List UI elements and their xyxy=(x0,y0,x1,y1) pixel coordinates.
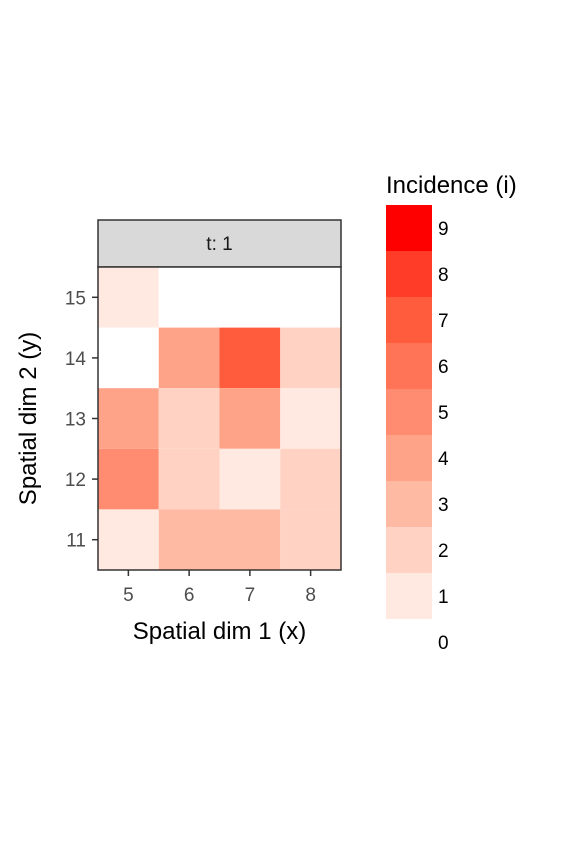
heatmap-cell xyxy=(158,327,220,389)
legend-title: Incidence (i) xyxy=(386,172,517,199)
legend-label: 3 xyxy=(438,495,449,516)
y-axis-title: Spatial dim 2 (y) xyxy=(15,332,42,505)
heatmap-cell xyxy=(280,388,341,449)
x-tick-label: 6 xyxy=(184,585,195,606)
legend-key xyxy=(386,389,432,435)
heatmap-cell xyxy=(219,267,281,328)
x-tick-label: 8 xyxy=(305,585,316,606)
facet-strip xyxy=(97,219,342,268)
legend-key xyxy=(386,527,432,573)
heatmap-cell xyxy=(98,388,159,449)
heatmap-cell xyxy=(280,327,341,389)
y-tick-label: 13 xyxy=(65,410,86,431)
heatmap-cell xyxy=(219,448,281,510)
x-axis-title: Spatial dim 1 (x) xyxy=(133,618,306,645)
legend-label: 0 xyxy=(438,633,449,654)
heatmap-cell xyxy=(219,509,281,570)
heatmap-cell xyxy=(280,267,341,328)
legend-key xyxy=(386,481,432,527)
legend-label: 8 xyxy=(438,265,449,286)
legend-key xyxy=(386,435,432,481)
heatmap-cell xyxy=(98,267,159,328)
legend-key xyxy=(386,573,432,619)
legend-label: 1 xyxy=(438,587,449,608)
heatmap-cell xyxy=(158,448,220,510)
y-tick-label: 15 xyxy=(65,288,86,309)
legend-key xyxy=(386,297,432,343)
heatmap-cell xyxy=(158,267,220,328)
legend-label: 6 xyxy=(438,357,449,378)
y-tick-label: 11 xyxy=(66,531,86,552)
x-tick-label: 5 xyxy=(123,585,134,606)
heatmap-cell xyxy=(98,448,159,510)
x-axis: 5 6 7 8 xyxy=(123,570,316,606)
legend: 9 8 7 6 5 4 3 2 1 0 xyxy=(386,205,449,665)
x-tick-label: 7 xyxy=(245,585,256,606)
heatmap-cell xyxy=(158,509,220,570)
heatmap-cell xyxy=(98,509,159,570)
heatmap-cell xyxy=(219,388,281,449)
legend-label: 7 xyxy=(438,311,449,332)
legend-label: 2 xyxy=(438,541,449,562)
legend-key xyxy=(386,343,432,389)
heatmap-cell xyxy=(280,448,341,510)
y-tick-label: 14 xyxy=(65,349,87,370)
legend-key xyxy=(386,205,432,251)
heatmap-cell xyxy=(158,388,220,449)
heatmap-cell xyxy=(219,327,281,389)
legend-key xyxy=(386,619,432,665)
facet-strip-label: t: 1 xyxy=(206,234,232,255)
heatmap-cells xyxy=(98,267,341,570)
legend-key xyxy=(386,251,432,297)
legend-label: 5 xyxy=(438,403,449,424)
legend-label: 4 xyxy=(438,449,449,470)
heatmap-cell xyxy=(280,509,341,570)
heatmap-cell xyxy=(98,327,159,389)
legend-label: 9 xyxy=(438,219,449,240)
y-tick-label: 12 xyxy=(65,470,86,491)
y-axis: 11 12 13 14 15 xyxy=(65,288,98,552)
